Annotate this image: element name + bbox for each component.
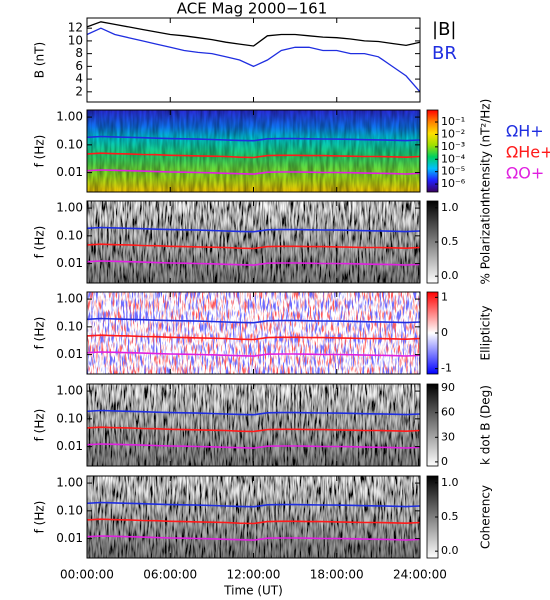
y-axis-label: f (Hz) (33, 135, 47, 168)
spectrogram-shade (87, 384, 420, 466)
colorbar-tick-label: 1.0 (441, 476, 459, 489)
colorbar-tick-label: 10⁻³ (441, 140, 465, 153)
gyrofrequency-line (86, 169, 421, 175)
colorbar-tick-label: 90 (441, 381, 455, 394)
colorbar-tick-label: -1 (441, 362, 452, 375)
x-tick-label: 12:00:00 (227, 568, 281, 582)
colorbar-tick-label: 1 (441, 290, 448, 303)
gyrofrequency-line (86, 501, 421, 508)
data-line (86, 21, 421, 47)
colorbar-tick-label: 10⁻¹ (441, 115, 465, 128)
legend-label: |B| (432, 19, 456, 40)
y-tick-label: 6 (75, 59, 83, 73)
colorbar-tick-label: 0.5 (441, 235, 459, 248)
gyrofrequency-line (86, 243, 421, 250)
colorbar-tick-label: 10⁻⁴ (441, 152, 466, 165)
colorbar-tick-label: 60 (441, 406, 455, 419)
y-tick-label: 10 (68, 33, 83, 47)
gyrofrequency-line (86, 226, 421, 233)
spectrogram-texture (87, 110, 420, 192)
y-tick-label: 1.00 (56, 384, 83, 398)
y-axis-label: f (Hz) (33, 409, 47, 442)
colorbar-tick-label: 10⁻⁵ (441, 165, 465, 178)
y-tick-label: 2 (75, 84, 83, 98)
y-tick-label: 0.01 (56, 347, 83, 361)
y-tick-label: 0.01 (56, 165, 83, 179)
legend-label: ΩH+ (506, 122, 544, 141)
gyrofrequency-line (86, 409, 421, 416)
y-tick-label: 0.01 (56, 256, 83, 270)
y-tick-label: 0.10 (56, 411, 83, 425)
y-tick-label: 12 (68, 21, 83, 35)
y-tick-label: 0.10 (56, 319, 83, 333)
y-axis-label: f (Hz) (33, 226, 47, 259)
y-tick-label: 1.00 (56, 201, 83, 215)
legend-label: ΩO+ (506, 164, 544, 183)
legend-label: BR (432, 43, 457, 64)
colorbar-label: k dot B (Deg) (479, 385, 493, 465)
gyrofrequency-line (86, 334, 421, 341)
spectrogram-texture (87, 292, 420, 374)
colorbar-label: Ellipticity (479, 306, 493, 361)
colorbar-label: % Polarization (479, 200, 493, 285)
y-tick-label: 0.01 (56, 439, 83, 453)
x-tick-label: 00:00:00 (60, 568, 114, 582)
y-tick-label: 8 (75, 46, 83, 60)
y-axis-label: f (Hz) (33, 317, 47, 350)
y-tick-label: 0.01 (56, 531, 83, 545)
gyrofrequency-line (86, 135, 421, 142)
colorbar-tick-label: 0 (441, 455, 448, 468)
x-tick-label: 18:00:00 (310, 568, 364, 582)
y-axis-label: B (nT) (33, 42, 47, 78)
gyrofrequency-line (86, 317, 421, 324)
legend-label: ΩHe+ (506, 143, 550, 162)
colorbar (426, 383, 439, 467)
colorbar-tick-label: 10⁻² (441, 127, 465, 140)
colorbar-tick-label: 10⁻⁶ (441, 177, 466, 190)
chart-title: ACE Mag 2000−161 (177, 0, 328, 18)
plot-frame (86, 17, 421, 103)
y-tick-label: 0.10 (56, 228, 83, 242)
colorbar-tick-label: 0.5 (441, 510, 459, 523)
y-tick-label: 1.00 (56, 292, 83, 306)
colorbar-tick-label: 0.0 (441, 269, 459, 282)
colorbar-tick-label: 1.0 (441, 201, 459, 214)
gyrofrequency-line (86, 351, 421, 357)
y-tick-label: 0.10 (56, 137, 83, 151)
x-axis-label: Time (UT) (223, 584, 283, 598)
y-tick-label: 1.00 (56, 110, 83, 124)
gyrofrequency-line (86, 518, 421, 525)
gyrofrequency-line (86, 260, 421, 266)
y-tick-label: 1.00 (56, 476, 83, 490)
y-axis-label: f (Hz) (33, 501, 47, 534)
colorbar-tick-label: 0 (441, 326, 448, 339)
x-tick-label: 06:00:00 (143, 568, 197, 582)
colorbar-tick-label: 0.0 (441, 544, 459, 557)
y-tick-label: 4 (75, 72, 83, 86)
colorbar-tick-label: 30 (441, 430, 455, 443)
colorbar (426, 109, 439, 193)
y-tick-label: 0.10 (56, 503, 83, 517)
x-tick-label: 24:00:00 (393, 568, 447, 582)
gyrofrequency-line (86, 535, 421, 541)
gyrofrequency-line (86, 152, 421, 159)
spectrogram-shade (87, 201, 420, 283)
colorbar-label: Intensity (nT²/Hz) (479, 99, 493, 204)
gyrofrequency-line (86, 426, 421, 433)
gyrofrequency-line (86, 443, 421, 449)
spectrogram-shade (87, 476, 420, 558)
data-line (86, 27, 421, 93)
colorbar-label: Coherency (479, 485, 493, 549)
